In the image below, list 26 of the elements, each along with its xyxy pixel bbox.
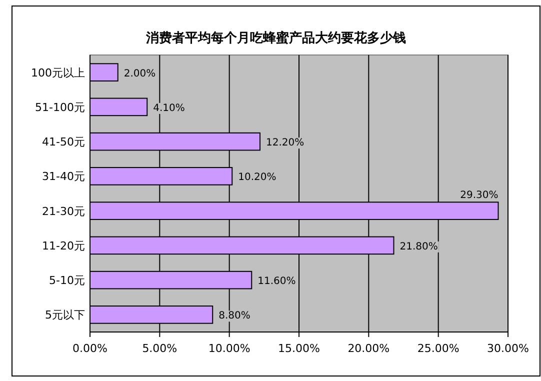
y-tick-label: 21-30元 [42,204,85,218]
bar [90,63,118,82]
x-tick-label: 20.00% [348,342,390,355]
y-tick-label: 5元以下 [45,308,85,322]
y-tick-label: 51-100元 [35,100,85,114]
chart-title: 消费者平均每个月吃蜂蜜产品大约要花多少钱 [145,30,406,46]
bar [90,98,148,116]
data-label: 4.10% [153,102,185,114]
x-tick-label: 5.00% [142,342,178,355]
data-label: 10.20% [238,172,276,184]
data-label: 12.20% [266,138,304,149]
y-tick-label: 5-10元 [49,274,85,288]
x-tick-label: 30.00% [487,342,529,355]
y-tick-label: 100元以上 [31,66,85,80]
data-label: 29.30% [460,190,498,202]
y-tick-label: 11-20元 [42,239,85,252]
data-label: 11.60% [258,276,296,288]
y-tick-label: 31-40元 [42,170,85,184]
x-tick-label: 15.00% [278,342,320,355]
x-tick-label: 25.00% [417,342,460,355]
x-tick-label: 10.00% [208,342,250,355]
data-label: 2.00% [124,68,156,80]
data-label: 21.80% [400,241,438,252]
x-tick-label: 0.00% [72,342,108,355]
data-label: 8.80% [218,310,250,322]
y-tick-label: 41-50元 [42,136,85,149]
